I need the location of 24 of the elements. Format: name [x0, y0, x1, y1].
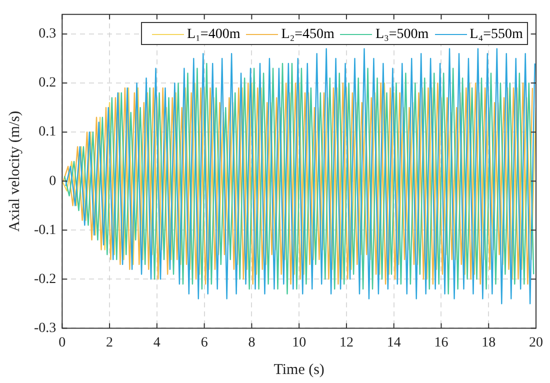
x-tick-label: 2	[106, 335, 114, 350]
legend-label: L₃=500m	[375, 26, 429, 43]
x-tick-label: 6	[200, 335, 208, 350]
y-tick-label: -0.3	[34, 320, 56, 336]
y-axis-title: Axial velocity (m/s)	[6, 110, 23, 232]
legend-label: L₂=450m	[281, 26, 334, 43]
x-tick-label: 18	[482, 335, 496, 350]
x-axis-title: Time (s)	[274, 362, 324, 378]
x-tick-label: 0	[58, 335, 66, 350]
y-tick-label: 0.1	[38, 124, 56, 140]
legend-label: L₁=400m	[187, 26, 240, 43]
y-tick-label: -0.2	[34, 272, 56, 287]
x-tick-label: 20	[529, 335, 543, 350]
x-tick-label: 10	[292, 335, 306, 350]
y-tick-label: 0	[49, 174, 56, 189]
y-tick-label: 0.2	[38, 76, 56, 91]
x-tick-label: 8	[248, 335, 256, 350]
y-tick-label: 0.3	[38, 26, 56, 42]
x-tick-label: 4	[153, 335, 160, 350]
y-tick-label: -0.1	[34, 222, 56, 238]
x-tick-label: 14	[386, 335, 401, 350]
legend-label: L₄=550m	[470, 26, 523, 43]
x-tick-label: 12	[339, 335, 354, 350]
x-tick-label: 16	[434, 335, 448, 350]
